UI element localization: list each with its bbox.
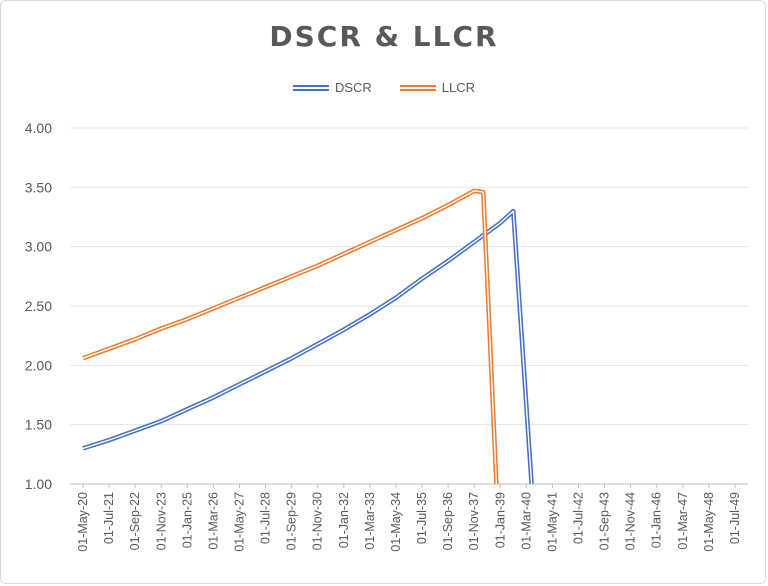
y-tick-label: 1.50 <box>25 417 52 433</box>
x-tick-label: 01-Jul-42 <box>572 492 586 544</box>
series-line-dscr <box>82 208 534 484</box>
y-tick-label: 2.50 <box>25 298 52 314</box>
x-tick-label: 01-Mar-47 <box>676 492 690 550</box>
series-line-llcr-core <box>82 190 498 484</box>
x-tick-label: 01-Sep-29 <box>285 492 299 550</box>
legend-item-llcr: LLCR <box>399 80 476 95</box>
y-tick-label: 2.00 <box>25 357 52 373</box>
chart-title: DSCR & LLCR <box>269 20 499 53</box>
x-tick-label: 01-Nov-37 <box>467 492 481 550</box>
legend: DSCR LLCR <box>0 80 768 95</box>
x-axis-ticks: 01-May-20 01-Jul-21 01-Sep-22 01-Nov-23 01-J… <box>76 484 742 552</box>
x-tick-label: 01-Jul-49 <box>728 492 742 544</box>
x-tick-label: 01-Jan-46 <box>650 492 664 548</box>
gridlines <box>70 127 748 485</box>
x-tick-label: 01-Jul-28 <box>259 492 273 544</box>
x-tick-label: 01-May-27 <box>233 492 247 552</box>
y-axis-ticks: 1.00 1.50 2.00 2.50 3.00 3.50 4.00 <box>25 120 52 492</box>
legend-item-dscr: DSCR <box>292 80 372 95</box>
x-tick-label: 01-May-48 <box>702 492 716 552</box>
x-tick-label: 01-Sep-43 <box>598 492 612 550</box>
x-tick-label: 01-Jul-35 <box>415 492 429 544</box>
legend-label-llcr: LLCR <box>441 80 476 95</box>
x-tick-label: 01-Nov-23 <box>154 492 168 550</box>
x-tick-label: 01-Sep-36 <box>441 492 455 550</box>
series-lines <box>82 188 534 484</box>
y-tick-label: 3.00 <box>25 239 52 255</box>
x-tick-label: 01-May-41 <box>545 492 559 552</box>
x-tick-label: 01-Mar-40 <box>519 492 533 550</box>
legend-label-dscr: DSCR <box>334 80 372 95</box>
legend-swatch-dscr <box>292 84 329 91</box>
x-tick-label: 01-Jul-21 <box>102 492 116 544</box>
y-tick-label: 4.00 <box>25 120 52 136</box>
x-tick-label: 01-May-20 <box>76 492 90 552</box>
legend-swatch-llcr <box>399 84 436 91</box>
x-tick-label: 01-Nov-30 <box>311 492 325 550</box>
series-line-dscr-core <box>82 210 533 484</box>
x-tick-label: 01-May-34 <box>389 492 403 552</box>
x-tick-label: 01-Jan-32 <box>337 492 351 548</box>
x-tick-label: 01-Jan-39 <box>493 492 507 548</box>
x-tick-label: 01-Nov-44 <box>624 492 638 550</box>
x-tick-label: 01-Jan-25 <box>180 492 194 548</box>
y-tick-label: 1.00 <box>25 476 52 492</box>
y-tick-label: 3.50 <box>25 179 52 195</box>
x-tick-label: 01-Mar-26 <box>206 492 220 550</box>
series-line-llcr <box>82 188 499 484</box>
x-tick-label: 01-Mar-33 <box>363 492 377 550</box>
x-tick-label: 01-Sep-22 <box>128 492 142 550</box>
